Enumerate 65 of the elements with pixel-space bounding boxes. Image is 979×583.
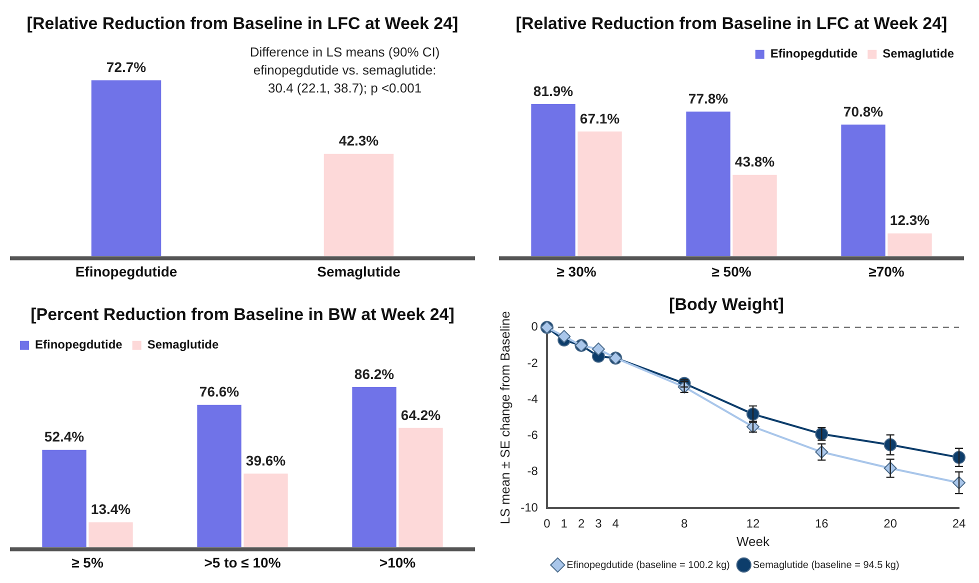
- bar: [197, 404, 242, 548]
- x-tick-label: 0: [544, 516, 551, 531]
- data-label: 12.3%: [890, 212, 930, 228]
- chart-title: [Body Weight]: [669, 294, 784, 314]
- x-tick-label: ≥70%: [868, 263, 905, 280]
- point: [558, 330, 571, 343]
- x-tick-label: Efinopegdutide: [75, 263, 178, 280]
- annotation: Difference in LS means (90% CI) efinopegdutide vs. semaglutide: 30.4 (22.1, 38.7); p <0.001: [250, 44, 440, 96]
- bar: [686, 112, 730, 256]
- y-tick-label: -10: [520, 500, 538, 514]
- bar: [732, 174, 777, 256]
- bar: [88, 522, 133, 548]
- data-label: 86.2%: [354, 366, 395, 382]
- legend-label: Semaglutide (baseline = 94.5 kg): [752, 560, 900, 571]
- x-tick-label: 24: [952, 516, 966, 531]
- data-label: 67.1%: [580, 110, 620, 126]
- legend-label: Efinopegdutide (baseline = 100.2 kg): [566, 560, 730, 571]
- chart-title: [Relative Reduction from Baseline in LFC at Week 24]: [516, 14, 948, 33]
- data-label: 39.6%: [246, 452, 286, 468]
- data-label: 43.8%: [734, 154, 776, 170]
- legend-label: Efinopegdutide: [770, 46, 858, 61]
- x-tick-label: ≥ 30%: [556, 263, 597, 280]
- legend-label: Efinopegdutide: [35, 338, 123, 352]
- x-tick-label: ≥ 50%: [712, 263, 752, 280]
- x-tick-label: 2: [578, 516, 585, 531]
- legend-label: Semaglutide: [882, 46, 954, 61]
- data-label: 64.2%: [400, 406, 442, 423]
- bar: [888, 233, 932, 256]
- x-tick-label: >10%: [379, 554, 416, 570]
- data-label: 13.4%: [90, 501, 132, 518]
- x-tick-label: 12: [746, 516, 760, 531]
- chart-title: [Relative Reduction from Baseline in LFC at Week 24]: [26, 14, 458, 33]
- bar: [578, 132, 622, 256]
- data-label: 52.4%: [44, 428, 85, 445]
- data-label: 77.8%: [688, 90, 729, 107]
- bar: [531, 104, 576, 256]
- bar: [398, 428, 443, 548]
- y-tick-label: -6: [527, 428, 538, 442]
- data-label: 81.9%: [533, 82, 574, 99]
- y-tick-label: -4: [527, 392, 538, 406]
- data-label: 70.8%: [843, 104, 884, 120]
- legend-label: Semaglutide: [147, 338, 219, 352]
- data-label: 42.3%: [338, 132, 380, 149]
- x-tick-label: Semaglutide: [317, 263, 401, 280]
- bar: [352, 387, 396, 548]
- bar: [841, 124, 886, 256]
- x-tick-label: 1: [560, 516, 568, 531]
- x-tick-label: 8: [680, 516, 688, 531]
- y-axis-title: LS mean ± SE change from Baseline: [497, 311, 512, 524]
- bar: [42, 450, 86, 548]
- y-tick-label: -8: [527, 464, 538, 478]
- y-tick-label: 0: [531, 320, 538, 334]
- x-tick-label: >5 to ≤ 10%: [204, 554, 282, 570]
- x-tick-label: 4: [612, 516, 620, 531]
- x-tick-label: 16: [814, 516, 829, 531]
- data-label: 72.7%: [106, 59, 147, 76]
- chart-title: [Percent Reduction from Baseline in BW at Week 24]: [30, 304, 454, 324]
- x-axis-title: Week: [736, 534, 770, 549]
- point: [592, 342, 605, 356]
- x-tick-label: 20: [884, 516, 898, 531]
- bar: [244, 474, 288, 548]
- y-tick-label: -2: [527, 356, 538, 370]
- x-tick-label: 3: [595, 516, 602, 531]
- data-label: 76.6%: [199, 384, 240, 400]
- x-tick-label: ≥ 5%: [72, 554, 104, 570]
